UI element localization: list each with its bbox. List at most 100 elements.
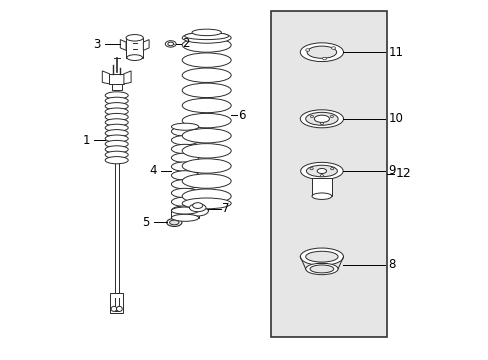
Ellipse shape bbox=[310, 115, 313, 117]
Bar bbox=[114, 299, 119, 311]
Bar bbox=[126, 38, 143, 58]
Ellipse shape bbox=[171, 207, 199, 214]
Ellipse shape bbox=[165, 41, 176, 47]
Ellipse shape bbox=[184, 32, 228, 40]
Bar bbox=[271, 11, 386, 337]
FancyBboxPatch shape bbox=[109, 74, 123, 84]
Ellipse shape bbox=[182, 159, 231, 173]
Ellipse shape bbox=[105, 157, 128, 164]
Ellipse shape bbox=[300, 248, 343, 265]
Ellipse shape bbox=[105, 108, 128, 115]
Ellipse shape bbox=[182, 144, 231, 158]
Ellipse shape bbox=[116, 306, 122, 311]
Ellipse shape bbox=[105, 92, 128, 99]
Ellipse shape bbox=[317, 168, 326, 174]
Ellipse shape bbox=[171, 180, 199, 189]
Ellipse shape bbox=[330, 167, 333, 170]
Ellipse shape bbox=[192, 29, 221, 36]
Text: 10: 10 bbox=[387, 112, 403, 125]
Text: 8: 8 bbox=[387, 258, 395, 271]
Ellipse shape bbox=[105, 151, 128, 158]
Ellipse shape bbox=[300, 110, 343, 128]
Ellipse shape bbox=[105, 140, 128, 148]
Polygon shape bbox=[123, 71, 131, 84]
Ellipse shape bbox=[186, 205, 208, 216]
Ellipse shape bbox=[182, 174, 231, 188]
Bar bbox=[110, 293, 123, 313]
Ellipse shape bbox=[182, 129, 231, 143]
Polygon shape bbox=[102, 71, 109, 84]
Ellipse shape bbox=[189, 204, 205, 212]
Ellipse shape bbox=[105, 146, 128, 153]
Ellipse shape bbox=[105, 113, 128, 121]
Ellipse shape bbox=[171, 123, 199, 130]
Text: 3: 3 bbox=[93, 38, 101, 51]
Ellipse shape bbox=[171, 144, 199, 154]
Text: 4: 4 bbox=[149, 165, 156, 177]
Ellipse shape bbox=[171, 153, 199, 162]
Ellipse shape bbox=[182, 113, 231, 128]
Ellipse shape bbox=[111, 306, 117, 311]
Ellipse shape bbox=[305, 263, 337, 275]
Text: 7: 7 bbox=[222, 202, 229, 215]
Ellipse shape bbox=[105, 135, 128, 142]
Text: 11: 11 bbox=[387, 46, 403, 59]
Bar bbox=[114, 160, 119, 293]
Ellipse shape bbox=[182, 68, 231, 82]
Ellipse shape bbox=[320, 122, 323, 125]
Ellipse shape bbox=[171, 214, 199, 221]
Ellipse shape bbox=[126, 35, 143, 41]
Text: 2: 2 bbox=[182, 37, 190, 50]
Polygon shape bbox=[143, 40, 149, 50]
Text: 12: 12 bbox=[395, 167, 410, 180]
Ellipse shape bbox=[105, 124, 128, 131]
Ellipse shape bbox=[182, 98, 231, 113]
Ellipse shape bbox=[305, 251, 337, 262]
Ellipse shape bbox=[311, 193, 331, 199]
Ellipse shape bbox=[182, 83, 231, 98]
Ellipse shape bbox=[105, 103, 128, 110]
Ellipse shape bbox=[182, 189, 231, 203]
Ellipse shape bbox=[329, 115, 333, 117]
Ellipse shape bbox=[171, 162, 199, 171]
Ellipse shape bbox=[167, 42, 173, 46]
Ellipse shape bbox=[309, 167, 313, 170]
Ellipse shape bbox=[171, 206, 199, 215]
Ellipse shape bbox=[127, 55, 142, 60]
Ellipse shape bbox=[171, 188, 199, 198]
Ellipse shape bbox=[166, 219, 182, 226]
Ellipse shape bbox=[105, 130, 128, 137]
Ellipse shape bbox=[171, 127, 199, 136]
Polygon shape bbox=[120, 40, 126, 50]
Ellipse shape bbox=[309, 265, 333, 273]
Ellipse shape bbox=[182, 32, 231, 43]
Ellipse shape bbox=[171, 197, 199, 207]
Ellipse shape bbox=[182, 53, 231, 67]
Text: 5: 5 bbox=[142, 216, 149, 229]
Text: 1: 1 bbox=[82, 134, 89, 147]
Bar bbox=[111, 84, 122, 90]
Ellipse shape bbox=[300, 43, 343, 62]
Ellipse shape bbox=[306, 165, 337, 177]
Text: 6: 6 bbox=[237, 109, 244, 122]
Ellipse shape bbox=[169, 220, 179, 225]
Ellipse shape bbox=[182, 198, 231, 209]
Ellipse shape bbox=[105, 119, 128, 126]
Bar bbox=[311, 178, 331, 196]
Ellipse shape bbox=[105, 97, 128, 104]
Bar bbox=[171, 210, 199, 218]
Bar bbox=[186, 209, 189, 214]
Ellipse shape bbox=[320, 175, 323, 177]
Ellipse shape bbox=[182, 38, 231, 52]
Ellipse shape bbox=[331, 47, 335, 49]
Text: 9: 9 bbox=[387, 165, 395, 177]
Ellipse shape bbox=[305, 112, 337, 125]
Ellipse shape bbox=[306, 46, 336, 58]
Ellipse shape bbox=[322, 57, 326, 60]
Ellipse shape bbox=[192, 203, 203, 208]
Ellipse shape bbox=[300, 162, 343, 180]
Ellipse shape bbox=[314, 115, 329, 122]
Ellipse shape bbox=[305, 49, 309, 51]
Ellipse shape bbox=[171, 171, 199, 180]
Ellipse shape bbox=[171, 135, 199, 145]
